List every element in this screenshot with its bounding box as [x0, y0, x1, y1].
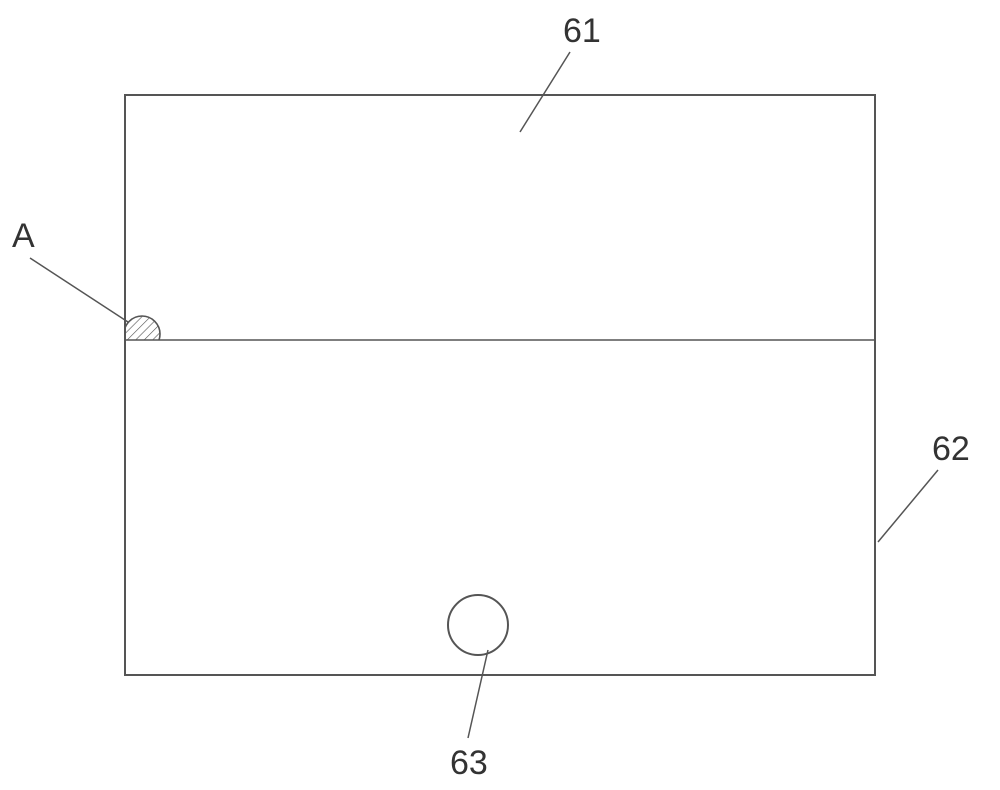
label-a-label: A — [12, 217, 35, 255]
label-a-leader — [30, 258, 128, 322]
label-61-label: 61 — [563, 12, 601, 50]
label-63-label: 63 — [450, 744, 488, 782]
label-63-leader — [468, 650, 488, 738]
label-61-leader — [520, 52, 570, 132]
outer-rect — [125, 95, 875, 675]
label-62-leader — [878, 470, 938, 542]
bottom-circle — [448, 595, 508, 655]
label-62-label: 62 — [932, 430, 970, 468]
detail-a-bump — [124, 316, 160, 352]
